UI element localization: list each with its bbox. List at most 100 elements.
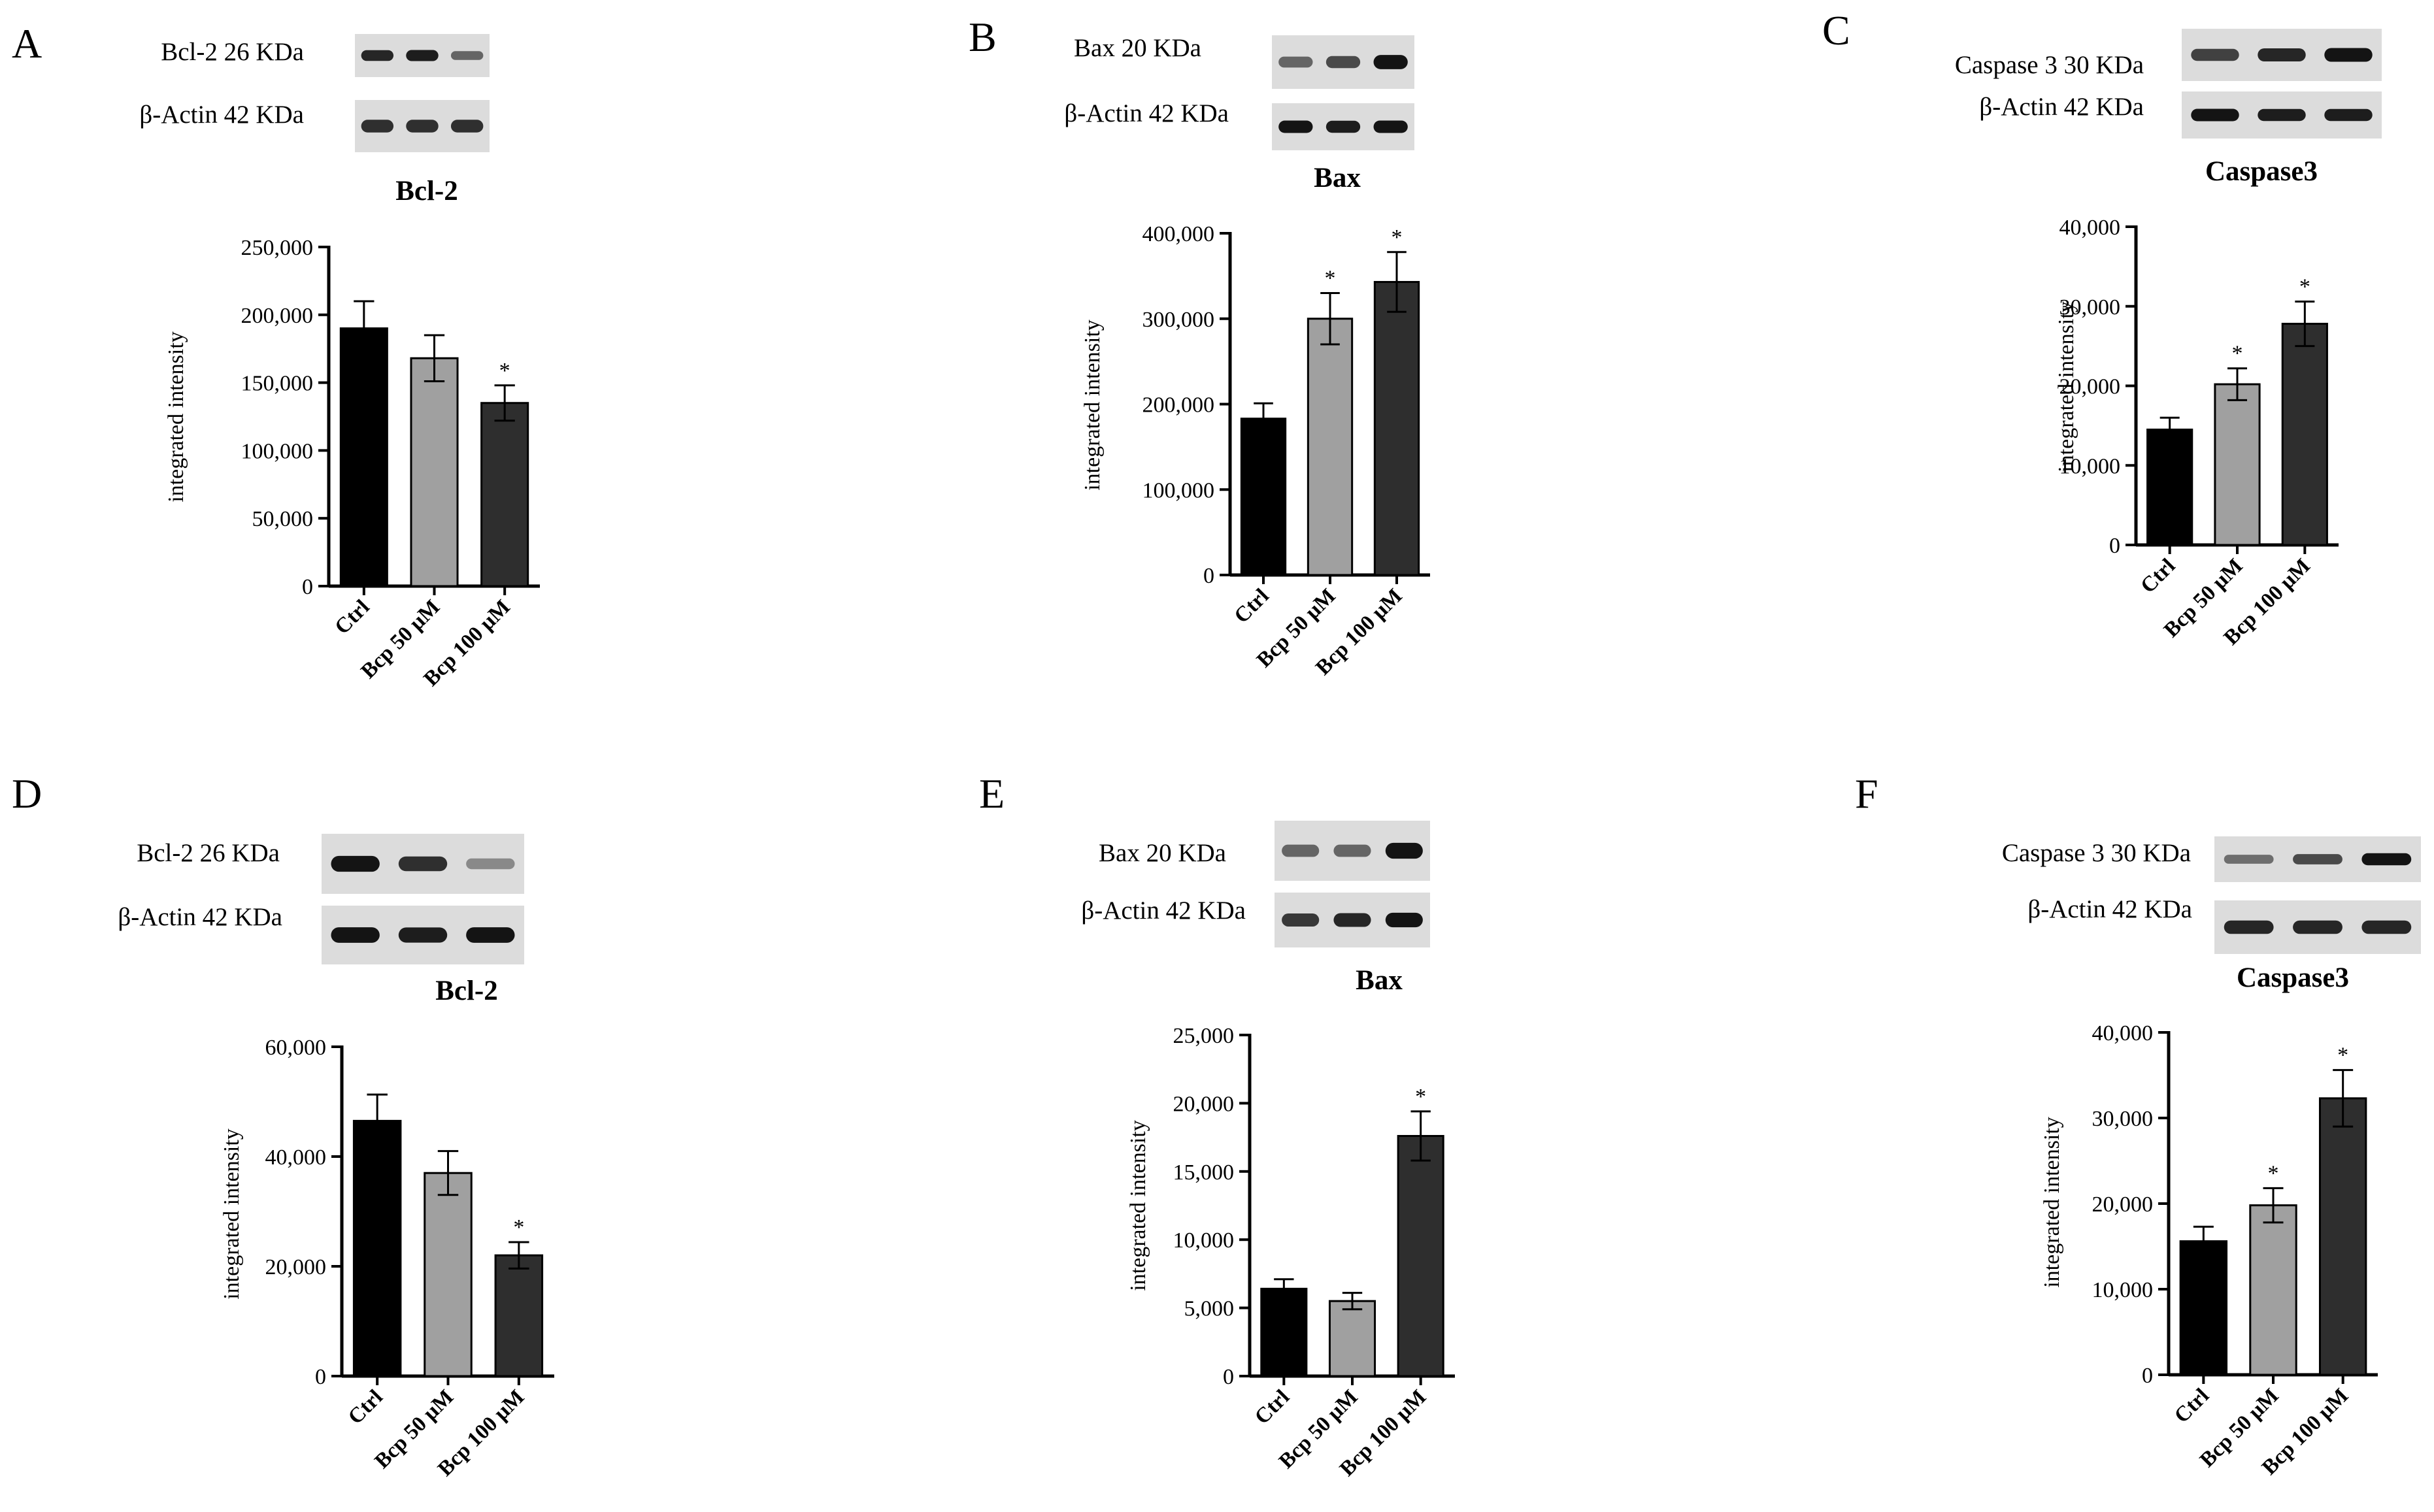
- chart-title: Bax: [1314, 163, 1361, 193]
- y-tick-label: 30,000: [2059, 295, 2121, 320]
- blot-band: [2191, 108, 2239, 122]
- y-axis-label: integrated intensity: [164, 331, 188, 502]
- western-blot: [2182, 29, 2382, 139]
- y-tick-label: 20,000: [2092, 1192, 2154, 1217]
- blot-target-label: Caspase 3 30 KDa: [2002, 839, 2191, 867]
- panel-a: A Bcl-2 26 KDa β-Actin 42 KDa Bcl-2 0 50,000 1…: [12, 20, 540, 691]
- y-tick-label: 20,000: [1173, 1092, 1235, 1116]
- error-bar: [508, 1241, 529, 1270]
- y-axis-label: integrated intensity: [1126, 1120, 1150, 1291]
- error-bar: [367, 1093, 388, 1149]
- blot-control-label: β-Actin 42 KDa: [1081, 896, 1246, 925]
- chart-title: Caspase3: [2237, 962, 2349, 993]
- significance-marker: *: [2232, 342, 2243, 366]
- error-bar: [1274, 1278, 1294, 1300]
- bar-chart: Bax 0 5,000 10,000 15,000 20,000 25,000 integra…: [1126, 965, 1455, 1481]
- x-tick-label: Ctrl: [2136, 554, 2180, 598]
- bar-2: [410, 357, 459, 587]
- blot-band: [2361, 853, 2412, 866]
- significance-marker: *: [1415, 1085, 1426, 1109]
- blot-control-label: β-Actin 42 KDa: [1979, 93, 2144, 121]
- y-tick-label: 0: [2142, 1364, 2153, 1388]
- blot-band: [1333, 844, 1371, 857]
- error-bar: [2227, 367, 2248, 401]
- error-bar: [2159, 416, 2180, 443]
- error-bar: [2295, 300, 2315, 348]
- error-bar: [494, 384, 515, 422]
- bar-1: [352, 1119, 402, 1377]
- blot-band: [1278, 120, 1313, 133]
- chart-title: Bcl-2: [435, 976, 498, 1006]
- panel-e: E Bax 20 KDa β-Actin 42 KDa Bax 0 5,000 10,000…: [979, 770, 1455, 1481]
- blot-band: [331, 855, 380, 872]
- y-tick-label: 0: [2109, 534, 2120, 558]
- y-tick-label: 40,000: [2092, 1021, 2154, 1045]
- bar-1: [1260, 1287, 1308, 1377]
- blot-target-label: Bax 20 KDa: [1099, 839, 1226, 867]
- bar-3: [2318, 1097, 2367, 1376]
- blot-band: [331, 927, 380, 943]
- x-tick-label: Ctrl: [2170, 1384, 2214, 1428]
- panel-letter: D: [12, 770, 42, 817]
- y-tick-label: 25,000: [1173, 1024, 1235, 1048]
- blot-band: [361, 120, 394, 133]
- blot-band: [2293, 854, 2342, 864]
- chart-title: Bax: [1356, 965, 1403, 996]
- x-tick-label: Ctrl: [331, 595, 375, 639]
- bar-1: [1240, 418, 1287, 576]
- error-bar: [354, 300, 375, 357]
- panel-letter: E: [979, 770, 1005, 817]
- error-bar: [2333, 1069, 2354, 1128]
- error-bar: [2193, 1225, 2214, 1257]
- blot-target-label: Bcl-2 26 KDa: [137, 839, 280, 867]
- blot-band: [2361, 920, 2412, 934]
- error-bar: [2263, 1187, 2284, 1224]
- significance-marker: *: [513, 1215, 524, 1240]
- bar-2: [2249, 1204, 2297, 1376]
- y-tick-label: 0: [1223, 1365, 1234, 1389]
- y-tick-label: 10,000: [2059, 454, 2121, 478]
- blot-band: [1373, 120, 1408, 133]
- error-bar: [424, 334, 445, 383]
- bar-chart: Bcl-2 0 20,000 40,000 60,000 integrated inten…: [220, 976, 554, 1481]
- blot-control-label: β-Actin 42 KDa: [118, 903, 282, 931]
- y-tick-label: 0: [1203, 564, 1214, 588]
- blot-band: [361, 50, 394, 61]
- bar-3: [1397, 1135, 1444, 1377]
- error-bar: [1254, 402, 1273, 435]
- western-blot: [2214, 836, 2421, 954]
- y-tick-label: 150,000: [241, 372, 314, 396]
- y-tick-label: 200,000: [241, 304, 314, 328]
- y-tick-label: 300,000: [1142, 308, 1215, 332]
- bar-1: [2146, 428, 2193, 546]
- significance-marker: *: [2337, 1044, 2348, 1068]
- blot-band: [2191, 48, 2239, 61]
- blot-band: [2293, 920, 2342, 934]
- blot-band: [2324, 48, 2373, 62]
- blot-band: [1325, 56, 1361, 69]
- bar-2: [1328, 1300, 1376, 1377]
- y-tick-label: 100,000: [1142, 478, 1215, 502]
- panel-letter: C: [1822, 7, 1850, 54]
- bar-2: [2214, 383, 2261, 546]
- y-tick-label: 20,000: [2059, 375, 2121, 399]
- panel-b: B Bax 20 KDa β-Actin 42 KDa Bax 0 100,000 200,…: [969, 14, 1430, 680]
- y-tick-label: 10,000: [2092, 1278, 2154, 1302]
- blot-band: [398, 927, 448, 943]
- western-blot: [322, 834, 524, 964]
- y-tick-label: 400,000: [1142, 222, 1215, 246]
- blot-band: [466, 927, 515, 943]
- x-tick-label: Ctrl: [344, 1385, 388, 1429]
- blot-band: [1385, 842, 1423, 859]
- significance-marker: *: [2268, 1161, 2279, 1185]
- panel-letter: F: [1855, 770, 1878, 817]
- blot-target-label: Caspase 3 30 KDa: [1955, 51, 2144, 79]
- bar-2: [424, 1172, 473, 1377]
- bar-1: [339, 327, 388, 587]
- error-bar: [437, 1150, 459, 1196]
- bar-3: [1373, 281, 1420, 576]
- blot-control-label: β-Actin 42 KDa: [2027, 895, 2192, 923]
- bar-chart: Caspase3 0 10,000 20,000 30,000 40,000 integra…: [2040, 962, 2378, 1479]
- y-tick-label: 200,000: [1142, 393, 1215, 418]
